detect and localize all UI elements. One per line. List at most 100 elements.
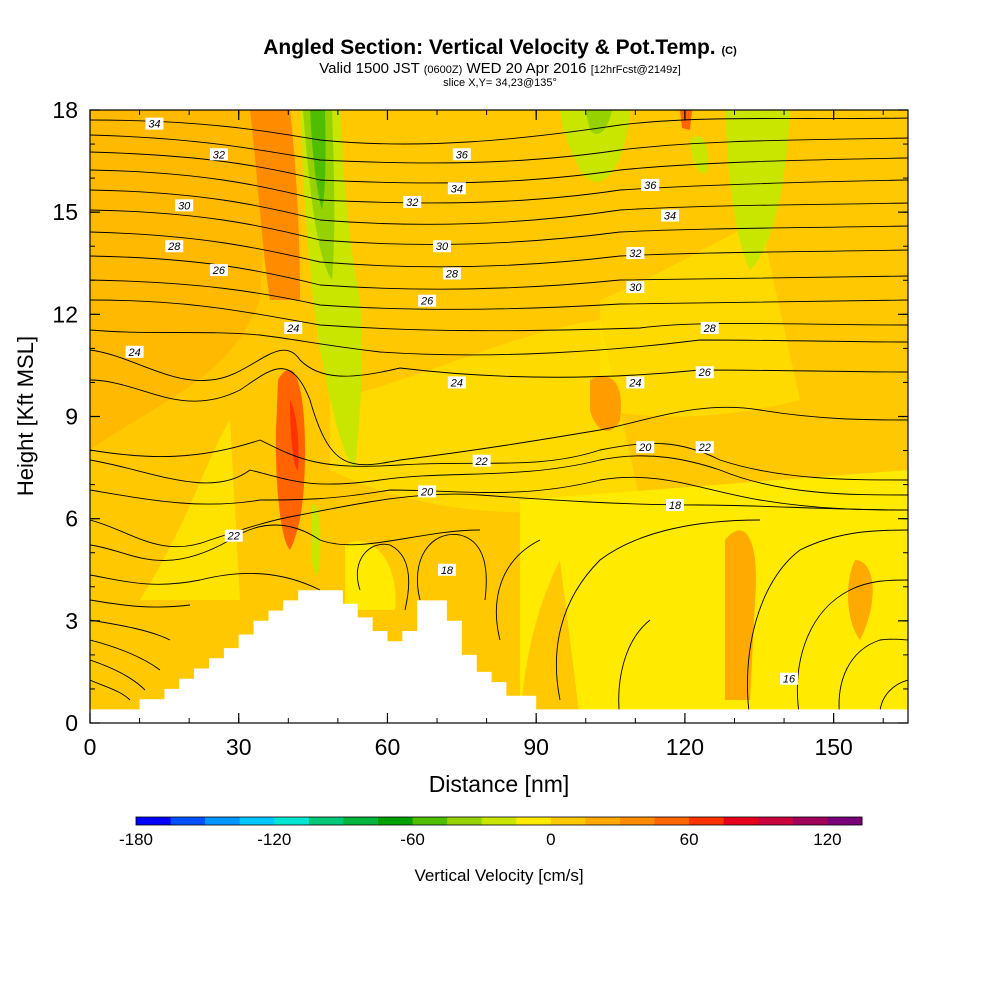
isotherm-label: 26: [420, 296, 434, 308]
isotherm-label: 20: [420, 486, 434, 498]
isotherm-label: 22: [227, 531, 240, 543]
isotherm-label: 22: [698, 442, 711, 454]
x-tick-label: 90: [523, 734, 549, 760]
isotherm-label: 36: [456, 149, 469, 161]
colorbar-swatch: [274, 817, 310, 825]
isotherm-label: 26: [698, 367, 712, 379]
isotherm-label: 32: [213, 149, 225, 161]
colorbar-tick-label: 120: [813, 830, 841, 849]
isotherm-label-box: [641, 178, 660, 191]
isotherm-label: 16: [783, 674, 796, 686]
isotherm-label: 34: [148, 119, 160, 131]
chart-title-unit: (C): [721, 45, 737, 57]
isotherm-label: 32: [629, 248, 641, 260]
x-axis-label: Distance [nm]: [429, 771, 570, 797]
isotherm-label-box: [665, 499, 684, 512]
isotherm-label-box: [695, 441, 714, 454]
colorbar-swatch: [550, 817, 586, 825]
isotherm-label: 18: [669, 500, 682, 512]
colorbar-swatch: [481, 817, 517, 825]
isotherm-label: 30: [629, 282, 642, 294]
isotherm-label-box: [432, 240, 451, 253]
colorbar-tick-label: -120: [257, 830, 291, 849]
isotherm-label-box: [418, 294, 437, 307]
colorbar-tick-label: -60: [400, 830, 425, 849]
isotherm-label-box: [452, 148, 471, 161]
y-tick-label: 0: [65, 710, 78, 736]
isotherm-labels: 34 32 30 28 26 24 22 24 36 34 32 30 28 26 24 22 20 18 36 34…: [125, 117, 799, 686]
isotherm-label: 36: [644, 180, 657, 192]
isotherm-label: 32: [406, 197, 418, 209]
isotherm-label: 28: [703, 323, 717, 335]
isotherm-label-box: [472, 454, 491, 467]
isotherm-label-box: [418, 485, 437, 498]
isotherm-label-box: [442, 267, 461, 280]
colorbar-swatch: [620, 817, 656, 825]
colorbar-label: Vertical Velocity [cm/s]: [414, 866, 583, 885]
isotherm-label-box: [284, 321, 303, 334]
colorbar-swatch: [239, 817, 275, 825]
valid-utc: (0600Z): [423, 64, 463, 76]
isotherm-label-box: [636, 441, 655, 454]
y-tick-label: 6: [65, 506, 78, 532]
isotherm-label: 26: [212, 265, 226, 277]
colorbar-tick-label: 60: [680, 830, 699, 849]
colorbar-swatch: [585, 817, 621, 825]
colorbar-swatch: [827, 817, 863, 825]
isotherm-label-box: [447, 376, 466, 389]
colorbar-tick-label: -180: [119, 830, 153, 849]
colorbar-swatch: [378, 817, 414, 825]
slice-label: slice X,Y= 34,23@135°: [443, 77, 557, 89]
isotherm-label: 24: [127, 347, 140, 359]
isotherm-label: 34: [451, 183, 463, 195]
isotherm-label: 28: [167, 241, 181, 253]
isotherm-label-box: [125, 345, 144, 358]
chart-title: Angled Section: Vertical Velocity & Pot.…: [0, 36, 1000, 60]
isotherm-label-box: [626, 376, 645, 389]
terrain-fill: [90, 590, 908, 723]
valid-fcst: [12hrFcst@2149z]: [590, 64, 681, 76]
y-tick-label: 12: [52, 301, 78, 327]
y-tick-label: 15: [52, 199, 78, 225]
valid-date: WED 20 Apr 2016: [466, 60, 587, 77]
colorbar-swatch: [723, 817, 759, 825]
colorbar-swatch: [654, 817, 690, 825]
isotherm-label: 24: [286, 323, 299, 335]
isotherm-label: 34: [664, 211, 676, 223]
colorbar-swatch: [205, 817, 241, 825]
isotherm-label: 30: [436, 241, 449, 253]
x-tick-label: 30: [226, 734, 252, 760]
isotherm-label-box: [165, 240, 184, 253]
colorbar-swatch: [412, 817, 448, 825]
isotherm-label-box: [209, 264, 228, 277]
isotherm-label-box: [626, 281, 645, 294]
isotherm-label: 28: [445, 268, 459, 280]
colorbar-swatch: [308, 817, 344, 825]
velocity-field: [90, 110, 908, 723]
colorbar-swatch: [447, 817, 483, 825]
colorbar-frame: [135, 816, 863, 826]
isotherm-label: 18: [441, 565, 454, 577]
isotherm-label-box: [403, 195, 422, 208]
colorbar-swatch: [343, 817, 379, 825]
x-tick-label: 60: [375, 734, 401, 760]
isotherm-label-box: [175, 199, 194, 212]
isotherm-lines: [90, 117, 908, 721]
isotherm-label: 22: [475, 456, 488, 468]
x-tick-label: 150: [814, 734, 852, 760]
isotherm-label-box: [145, 117, 164, 130]
y-tick-label: 3: [65, 608, 78, 634]
isotherm-label-box: [447, 182, 466, 195]
x-tick-label: 0: [84, 734, 97, 760]
isotherm-label-box: [695, 366, 714, 379]
isotherm-label-box: [780, 672, 799, 685]
colorbar-tick-label: 0: [546, 830, 555, 849]
x-tick-label: 120: [666, 734, 704, 760]
colorbar: -180 -120 -60 0 60 120: [119, 816, 863, 849]
isotherm-label-box: [700, 321, 719, 334]
valid-prefix: Valid 1500 JST: [319, 60, 420, 77]
colorbar-swatch: [758, 817, 794, 825]
isotherm-label: 20: [638, 442, 652, 454]
colorbar-swatch: [792, 817, 828, 825]
y-tick-label: 18: [52, 97, 78, 123]
